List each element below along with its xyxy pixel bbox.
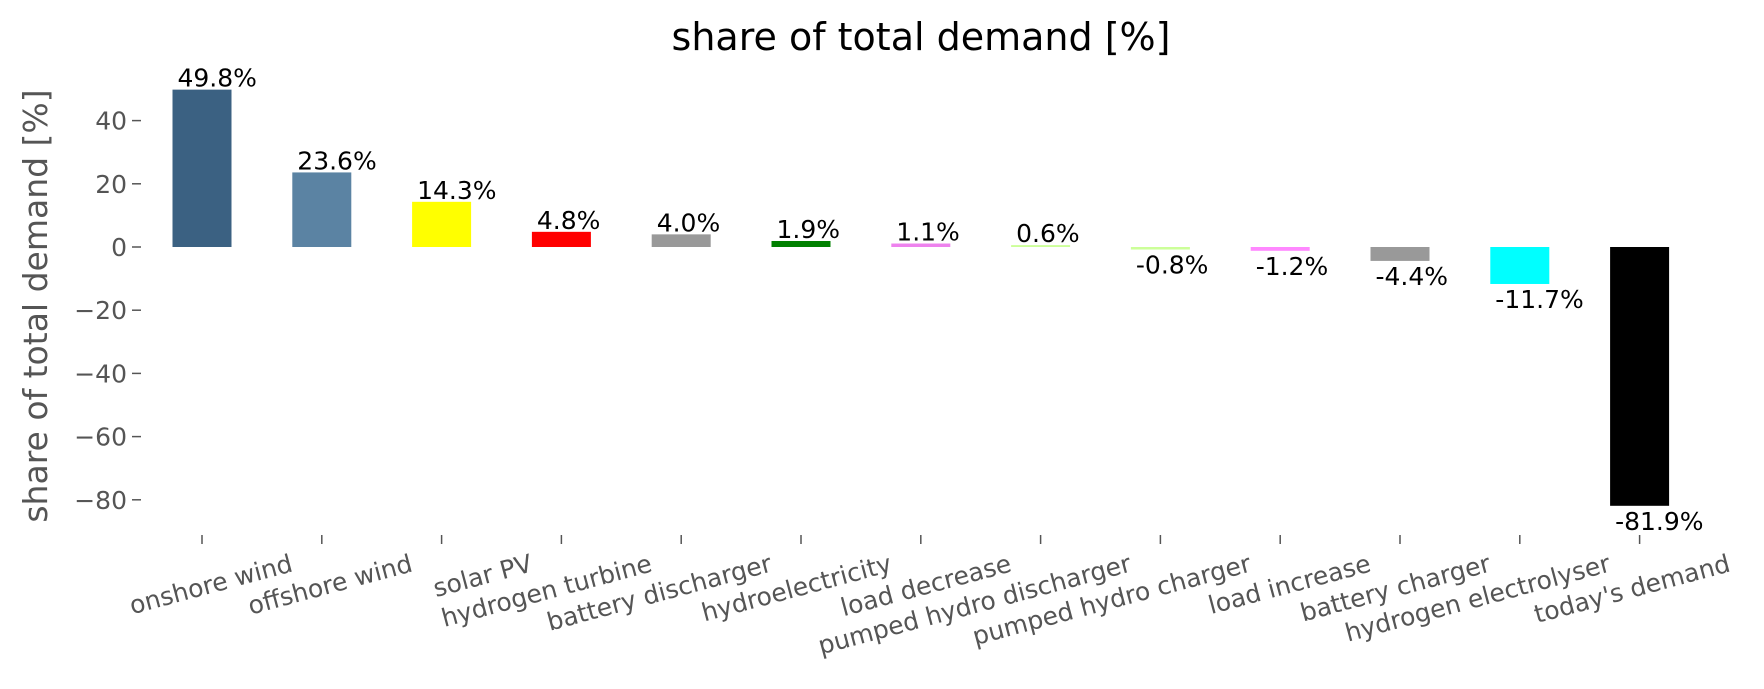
bar bbox=[412, 201, 472, 247]
y-tick-label: 40 bbox=[95, 107, 127, 136]
data-label: 1.1% bbox=[896, 218, 960, 247]
y-axis: 40 20 0 −20 −40 −60 −80 bbox=[74, 107, 141, 515]
data-label: 0.6% bbox=[1016, 219, 1080, 248]
data-label: -4.4% bbox=[1376, 262, 1449, 291]
bar bbox=[891, 243, 951, 247]
data-label: 23.6% bbox=[297, 146, 376, 175]
bar bbox=[651, 234, 711, 247]
bar bbox=[1250, 247, 1310, 251]
y-tick-label: −80 bbox=[74, 486, 127, 515]
bar bbox=[172, 89, 232, 247]
data-label: -1.2% bbox=[1256, 252, 1329, 281]
data-label: -81.9% bbox=[1615, 507, 1703, 536]
bar bbox=[292, 172, 352, 247]
data-label: 4.0% bbox=[657, 208, 721, 237]
data-label: 49.8% bbox=[178, 64, 257, 93]
data-label: -0.8% bbox=[1136, 251, 1209, 280]
y-tick-label: −40 bbox=[74, 359, 127, 388]
y-tick-label: 0 bbox=[111, 233, 127, 262]
y-axis-label: share of total demand [%] bbox=[16, 89, 55, 522]
bar bbox=[771, 240, 831, 247]
bar bbox=[1610, 247, 1670, 506]
bar bbox=[1370, 247, 1430, 261]
data-label: 4.8% bbox=[537, 206, 601, 235]
data-label: -11.7% bbox=[1495, 285, 1583, 314]
bar bbox=[1130, 247, 1190, 250]
bar bbox=[1011, 245, 1071, 247]
y-tick-label: 20 bbox=[95, 170, 127, 199]
bar bbox=[1490, 247, 1550, 284]
y-tick-label: −60 bbox=[74, 423, 127, 452]
data-label: 14.3% bbox=[417, 176, 496, 205]
chart-title: share of total demand [%] bbox=[672, 15, 1171, 59]
y-tick-label: −20 bbox=[74, 296, 127, 325]
bars: 49.8% 23.6% 14.3% 4.8% 4.0% 1.9% 1.1% 0.6% -0.8%… bbox=[172, 64, 1704, 536]
bar bbox=[531, 231, 591, 247]
data-label: 1.9% bbox=[777, 215, 841, 244]
